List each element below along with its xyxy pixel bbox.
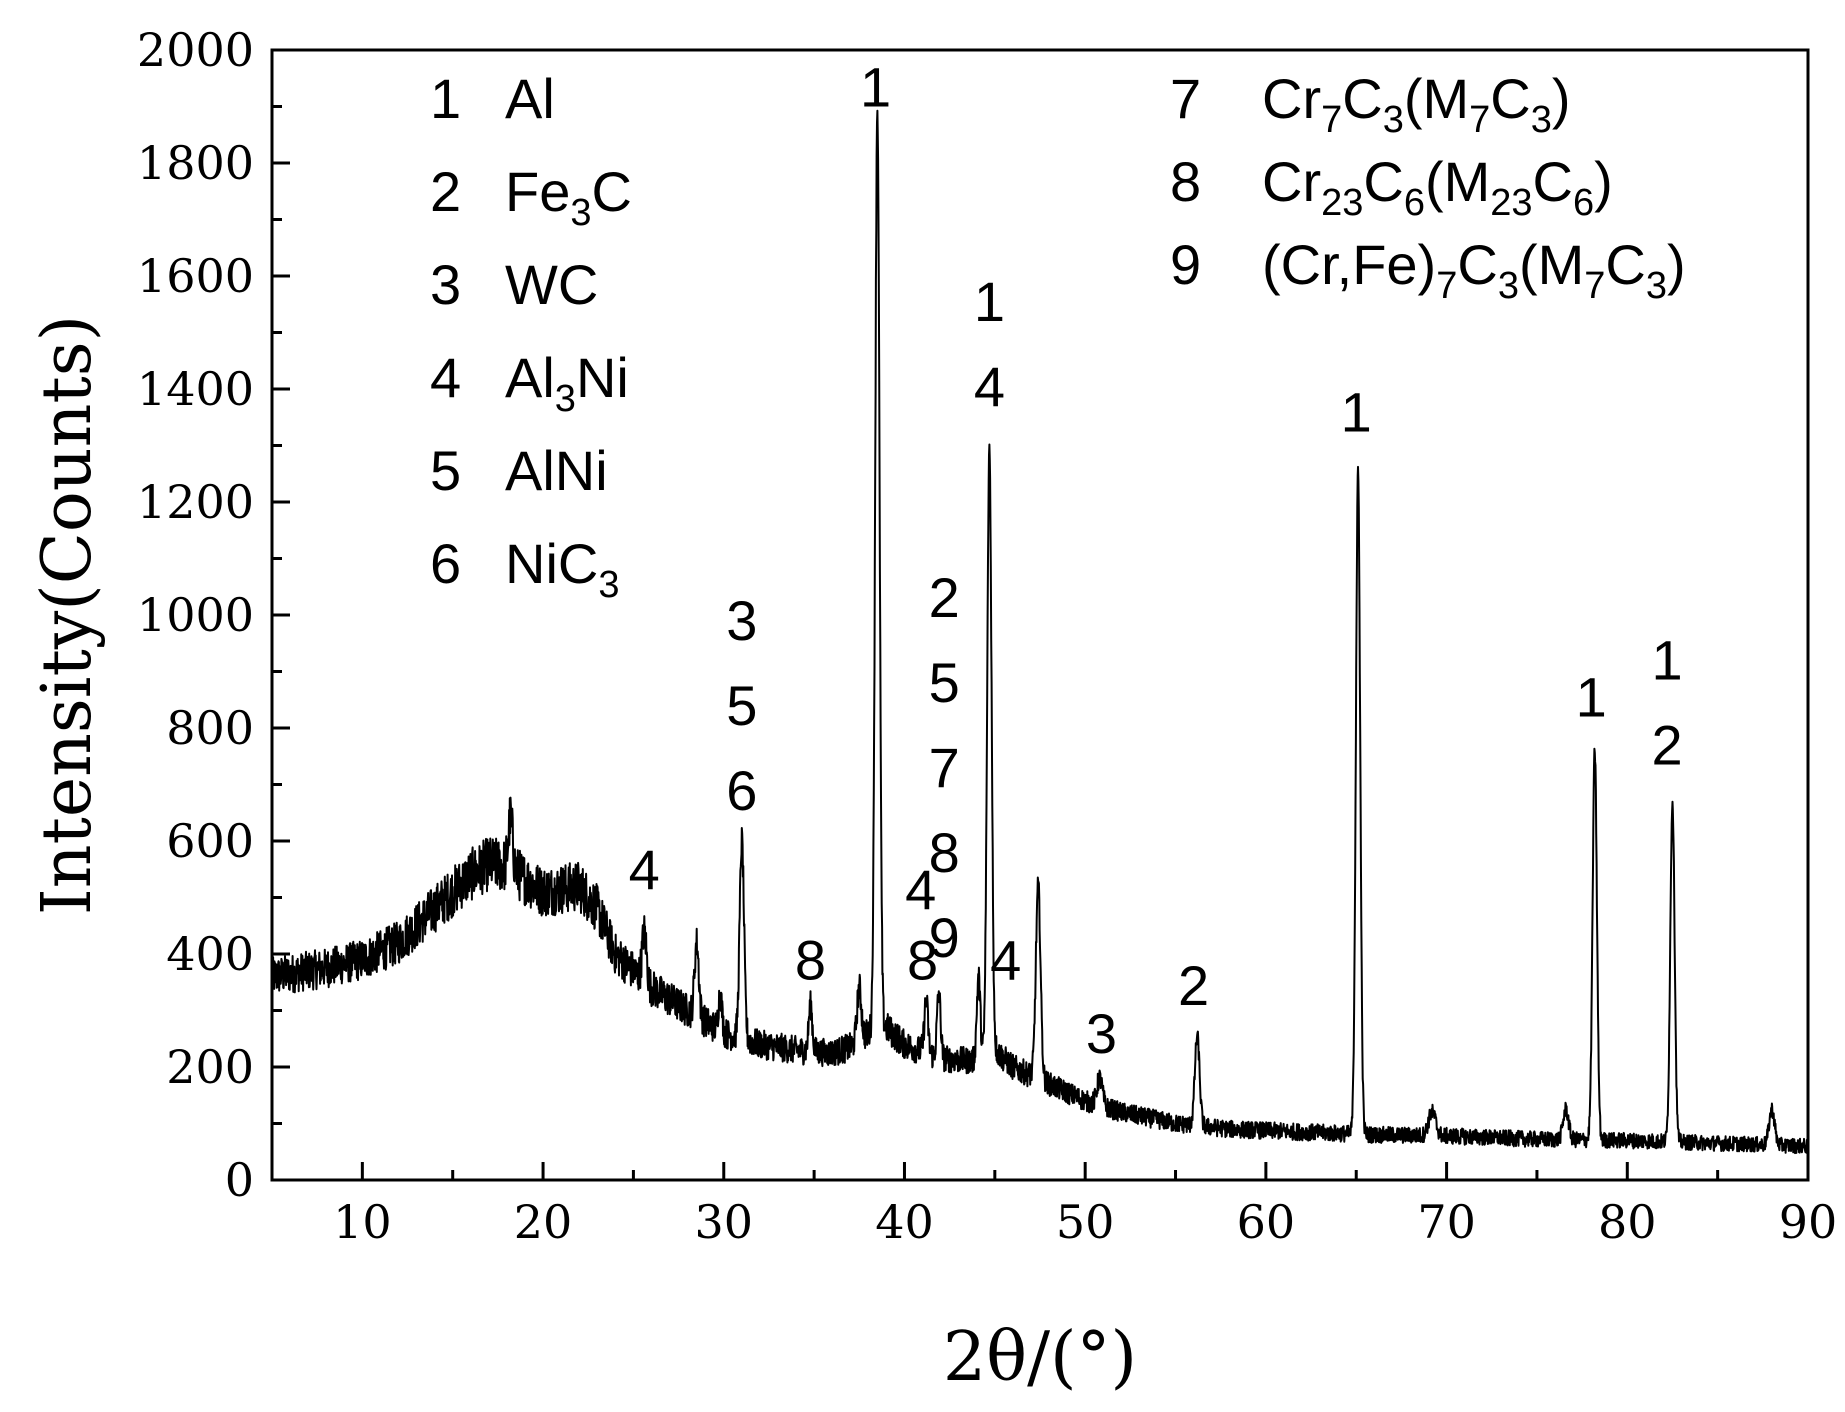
peak-label: 5	[929, 651, 960, 714]
legend-entry: 1 Al	[430, 67, 555, 130]
x-tick-label: 50	[1056, 1195, 1115, 1249]
peak-label: 3	[726, 589, 757, 652]
y-tick-label: 1000	[137, 588, 254, 642]
x-tick-label: 70	[1417, 1195, 1476, 1249]
legend-label: Cr23C6(M23C6)	[1262, 150, 1613, 224]
peak-label: 2	[1651, 714, 1682, 777]
legend-label: (Cr,Fe)7C3(M7C3)	[1262, 233, 1686, 307]
legend-number: 4	[430, 346, 461, 409]
legend-entry: 5 AlNi	[430, 439, 608, 502]
peak-label: 1	[974, 270, 1005, 333]
legend-number: 3	[430, 253, 461, 316]
peak-label: 1	[1651, 629, 1682, 692]
legend-entry: 2 Fe3C	[430, 160, 632, 234]
peak-label: 1	[860, 56, 891, 119]
peak-label: 8	[907, 928, 938, 991]
legend-number: 9	[1170, 233, 1201, 296]
y-tick-label: 1200	[137, 475, 254, 529]
peak-label: 1	[1576, 666, 1607, 729]
legend-label: Cr7C3(M7C3)	[1262, 67, 1571, 141]
peak-label: 7	[929, 736, 960, 799]
peak-label: 4	[974, 355, 1005, 418]
x-tick-label: 80	[1598, 1195, 1657, 1249]
peak-label: 1	[1341, 380, 1372, 443]
peak-label: 9	[929, 906, 960, 969]
legend-label: Al3Ni	[505, 346, 629, 420]
peak-label: 6	[726, 759, 757, 822]
xrd-series-line	[271, 109, 1809, 1155]
legend-label: AlNi	[505, 439, 608, 502]
x-tick-label: 10	[333, 1195, 392, 1249]
peak-label: 3	[1086, 1002, 1117, 1065]
y-tick-label: 400	[166, 927, 254, 981]
y-tick-label: 1800	[137, 136, 254, 190]
y-axis-title: Intensity(Counts)	[28, 315, 107, 915]
y-tick-label: 1400	[137, 362, 254, 416]
legend-entry: 9 (Cr,Fe)7C3(M7C3)	[1170, 233, 1686, 307]
peak-label: 2	[929, 566, 960, 629]
legend-label: WC	[505, 253, 598, 316]
legend-entry: 3 WC	[430, 253, 598, 316]
legend-entry: 6 NiC3	[430, 532, 619, 606]
y-tick-label: 0	[225, 1153, 254, 1207]
x-tick-label: 30	[694, 1195, 753, 1249]
peak-label: 5	[726, 674, 757, 737]
legend-label: Al	[505, 67, 555, 130]
peak-label: 4	[990, 928, 1021, 991]
legend-number: 8	[1170, 150, 1201, 213]
legend-entry: 4 Al3Ni	[430, 346, 629, 420]
legend-label: Fe3C	[505, 160, 632, 234]
legend-number: 5	[430, 439, 461, 502]
peak-label: 4	[629, 838, 660, 901]
x-axis-title: 2θ/(°)	[943, 1318, 1137, 1397]
legend-number: 1	[430, 67, 461, 130]
legend-number: 2	[430, 160, 461, 223]
x-tick-label: 60	[1237, 1195, 1296, 1249]
y-tick-label: 200	[166, 1040, 254, 1094]
peak-label: 8	[795, 928, 826, 991]
peak-label: 8	[929, 821, 960, 884]
legend-number: 7	[1170, 67, 1201, 130]
y-tick-label: 800	[166, 701, 254, 755]
x-tick-label: 90	[1779, 1195, 1838, 1249]
legend-label: NiC3	[505, 532, 619, 606]
legend-number: 6	[430, 532, 461, 595]
y-tick-label: 1600	[137, 249, 254, 303]
legend-entry: 8 Cr23C6(M23C6)	[1170, 150, 1613, 224]
legend-entry: 7 Cr7C3(M7C3)	[1170, 67, 1571, 141]
y-tick-label: 600	[166, 814, 254, 868]
y-tick-label: 2000	[137, 23, 254, 77]
peak-label: 2	[1178, 954, 1209, 1017]
peak-label: 4	[905, 858, 936, 921]
x-tick-label: 40	[875, 1195, 934, 1249]
x-tick-label: 20	[514, 1195, 573, 1249]
